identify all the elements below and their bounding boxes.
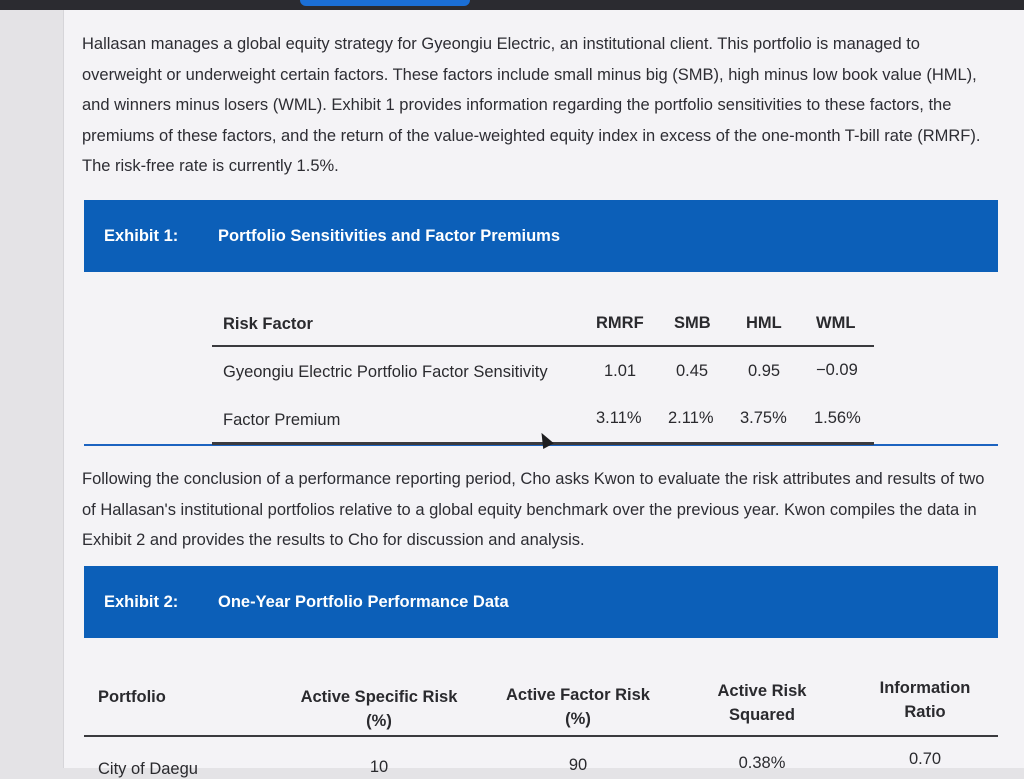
column-header-hml: HML: [746, 314, 782, 332]
exhibit-1-label: Exhibit 1:: [104, 227, 179, 245]
column-header-active-factor-risk: Active Factor Risk: [506, 686, 650, 704]
table-bottom-rule: [84, 444, 998, 446]
exhibit-2-title: One-Year Portfolio Performance Data: [218, 593, 509, 611]
active-risk-squared-cell: 0.38%: [738, 754, 786, 772]
column-header-risk-factor: Risk Factor: [223, 315, 313, 333]
information-ratio-cell: 0.70: [908, 750, 942, 768]
column-header-active-risk-squared-line2: Squared: [728, 706, 796, 724]
exhibit-2-header: Exhibit 2: One-Year Portfolio Performanc…: [84, 566, 998, 638]
exhibit-1-header: Exhibit 1: Portfolio Sensitivities and F…: [84, 200, 998, 272]
middle-paragraph: Following the conclusion of a performanc…: [82, 470, 985, 549]
column-header-active-specific-risk-unit: (%): [366, 712, 392, 730]
table-header-rule: [212, 345, 874, 347]
column-header-information-ratio: Information: [879, 679, 971, 697]
value-hml-premium: 3.75%: [740, 409, 787, 427]
exhibit-1-title: Portfolio Sensitivities and Factor Premi…: [218, 227, 560, 245]
value-hml-sensitivity: 0.95: [748, 362, 781, 380]
exhibit-2-label: Exhibit 2:: [104, 593, 179, 611]
column-header-active-specific-risk: Active Specific Risk: [300, 688, 458, 706]
table-bottom-rule-dark: [212, 442, 874, 445]
portfolio-name-cell: City of Daegu: [98, 760, 198, 778]
table-2-header-rule: [84, 735, 998, 737]
question-progress-bar: [300, 0, 470, 6]
value-smb-sensitivity: 0.45: [676, 362, 709, 380]
row-label-factor-premium: Factor Premium: [223, 411, 341, 429]
column-header-wml: WML: [816, 314, 856, 332]
value-rmrf-sensitivity: 1.01: [604, 362, 637, 380]
active-factor-risk-cell: 90: [568, 756, 588, 774]
top-toolbar-strip: [0, 0, 1024, 10]
exhibit-1-table: Risk Factor RMRF SMB HML WML Gyeongiu El…: [64, 272, 1024, 452]
column-header-portfolio: Portfolio: [98, 688, 166, 706]
row-label-factor-sensitivity: Gyeongiu Electric Portfolio Factor Sensi…: [223, 363, 548, 381]
column-header-active-risk-squared: Active Risk: [717, 682, 807, 700]
exhibit-2-table: Portfolio Active Specific Risk (%) Activ…: [64, 650, 1024, 778]
value-rmrf-premium: 3.11%: [596, 409, 642, 427]
column-header-active-factor-risk-unit: (%): [565, 710, 591, 728]
column-header-information-ratio-line2: Ratio: [904, 703, 946, 721]
column-header-rmrf: RMRF: [596, 314, 644, 332]
value-smb-premium: 2.11%: [668, 409, 714, 427]
question-content: Hallasan manages a global equity strateg…: [64, 10, 1024, 778]
value-wml-premium: 1.56%: [814, 409, 861, 427]
column-header-smb: SMB: [674, 314, 711, 332]
intro-paragraph: Hallasan manages a global equity strateg…: [82, 35, 981, 175]
value-wml-sensitivity: −0.09: [816, 361, 858, 379]
